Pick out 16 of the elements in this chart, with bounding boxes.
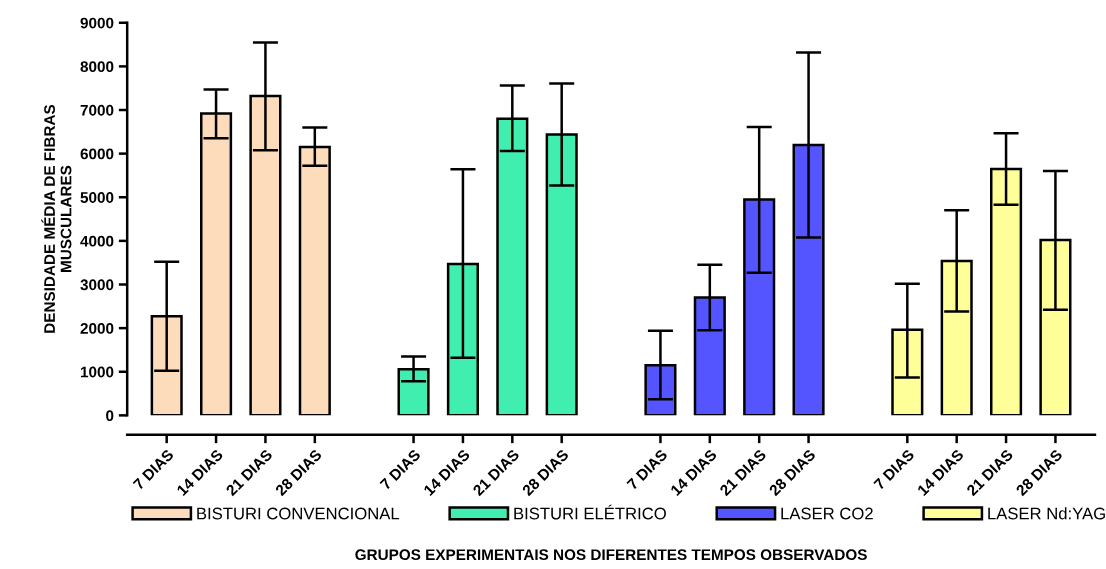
y-tick-label: 9000 [80, 17, 114, 29]
y-tick-label: 6000 [80, 148, 114, 160]
legend-label: LASER CO2 [781, 507, 873, 520]
y-tick-label: 7000 [80, 104, 114, 116]
y-tick-label: 3000 [80, 279, 114, 291]
y-axis-title: DENSIDADE MÉDIA DE FIBRAS MUSCULARES [41, 104, 72, 333]
y-tick-label: 5000 [80, 192, 114, 203]
y-tick-label: 4000 [80, 235, 114, 247]
x-axis-title: GRUPOS EXPERIMENTAIS NOS DIFERENTES TEMPOS OBSERVADOS [355, 549, 867, 561]
y-tick-label: 8000 [80, 61, 114, 73]
y-tick-label: 2000 [80, 322, 114, 334]
y-tick-label: 0 [106, 410, 114, 422]
legend-label: BISTURI CONVENCIONAL [197, 507, 400, 520]
legend-label: LASER Nd:YAG [988, 507, 1105, 520]
legend-label: BISTURI ELÉTRICO [514, 504, 666, 520]
y-tick-label: 1000 [80, 366, 114, 378]
